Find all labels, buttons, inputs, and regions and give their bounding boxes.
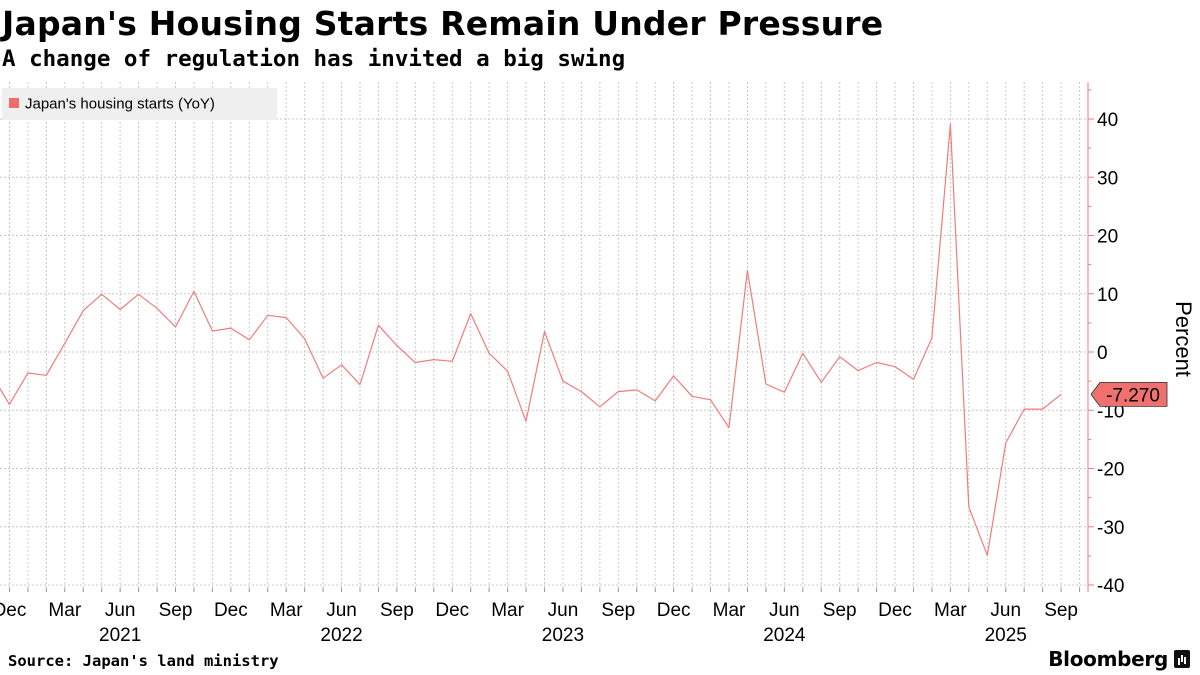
- x-tick-label: Mar: [270, 600, 303, 621]
- y-tick-label: 0: [1097, 343, 1108, 364]
- x-tick-label: Jun: [990, 600, 1021, 621]
- source-note: Source: Japan's land ministry: [8, 652, 279, 670]
- x-tick-label: Jun: [769, 600, 800, 621]
- y-tick-label: -40: [1097, 576, 1124, 597]
- x-tick-label: Dec: [878, 600, 912, 621]
- y-tick-label: 10: [1097, 285, 1118, 306]
- x-tick-label: Sep: [1044, 600, 1078, 621]
- x-year-label: 2023: [542, 625, 584, 646]
- x-tick-label: Dec: [435, 600, 469, 621]
- legend: Japan's housing starts (YoY): [2, 88, 277, 120]
- last-value-box: [1090, 381, 1168, 407]
- x-tick-label: Dec: [657, 600, 691, 621]
- chart-title: Japan's Housing Starts Remain Under Pres…: [2, 4, 884, 43]
- y-tick-label: -20: [1097, 460, 1124, 481]
- x-tick-label: Jun: [548, 600, 579, 621]
- x-tick-label: Mar: [491, 600, 524, 621]
- series-line: [0, 123, 1062, 556]
- x-tick-label: Sep: [159, 600, 193, 621]
- series-housing-starts: [0, 123, 1062, 556]
- x-tick-label: Jun: [326, 600, 357, 621]
- x-year-label: 2025: [985, 625, 1027, 646]
- y-tick-label: -30: [1097, 518, 1124, 539]
- x-tick-label: Dec: [0, 600, 26, 621]
- chart-subtitle: A change of regulation has invited a big…: [2, 46, 626, 72]
- y-tick-label: 20: [1097, 227, 1118, 248]
- x-year-label: 2021: [99, 625, 141, 646]
- x-tick-label: Mar: [48, 600, 81, 621]
- x-axis-labels: Dec Mar Jun Sep Dec Mar Jun Sep Dec Mar Jun Sep Dec M…: [0, 600, 1078, 646]
- legend-label: Japan's housing starts (YoY): [25, 96, 215, 113]
- x-year-label: 2022: [320, 625, 362, 646]
- x-tick-label: Jun: [105, 600, 136, 621]
- bloomberg-logo-icon: [1174, 650, 1190, 668]
- last-value-marker: -7.270: [1090, 381, 1168, 407]
- y-axis: [8, 82, 1094, 592]
- x-tick-label: Mar: [713, 600, 746, 621]
- y-tick-label: 30: [1097, 168, 1118, 189]
- y-tick-label: 40: [1097, 110, 1118, 131]
- y-axis-title: Percent: [1171, 301, 1196, 377]
- brand-name: Bloomberg: [1048, 647, 1168, 671]
- x-year-label: 2024: [763, 625, 806, 646]
- grid-lines: [0, 82, 1088, 592]
- x-tick-label: Mar: [934, 600, 967, 621]
- x-tick-label: Sep: [380, 600, 414, 621]
- last-value-label: -7.270: [1106, 385, 1160, 406]
- x-tick-label: Dec: [214, 600, 248, 621]
- legend-swatch: [9, 98, 19, 108]
- x-tick-label: Sep: [823, 600, 857, 621]
- x-tick-label: Sep: [601, 600, 635, 621]
- brand: Bloomberg: [1048, 647, 1190, 671]
